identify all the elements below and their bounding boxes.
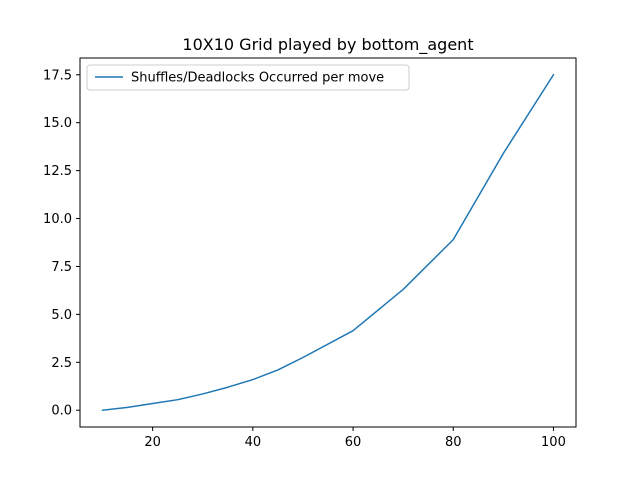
y-tick-label: 5.0 [51, 308, 72, 323]
y-tick-label: 7.5 [51, 260, 72, 275]
series-line [101, 73, 555, 412]
y-tick-label: 17.5 [43, 68, 72, 83]
x-tick-label: 20 [144, 435, 161, 450]
y-tick-label: 2.5 [51, 356, 72, 371]
legend-box [86, 64, 410, 91]
axes-frame [79, 57, 577, 428]
x-tick-label: 40 [245, 435, 262, 450]
legend: Shuffles/Deadlocks Occurred per move [86, 64, 410, 91]
x-axis: 20 40 60 80 100 [144, 427, 566, 450]
plot-area [101, 73, 555, 412]
x-tick-label: 80 [445, 435, 462, 450]
y-axis: 0.0 2.5 5.0 7.5 10.0 12.5 15.0 17.5 [43, 68, 80, 419]
y-tick-label: 15.0 [43, 116, 72, 131]
legend-label: Shuffles/Deadlocks Occurred per move [131, 71, 384, 86]
y-tick-label: 10.0 [43, 212, 72, 227]
x-tick-label: 100 [541, 435, 566, 450]
y-tick-label: 12.5 [43, 164, 72, 179]
chart-title: 10X10 Grid played by bottom_agent [182, 35, 473, 55]
y-tick-label: 0.0 [51, 404, 72, 419]
x-tick-label: 60 [345, 435, 362, 450]
